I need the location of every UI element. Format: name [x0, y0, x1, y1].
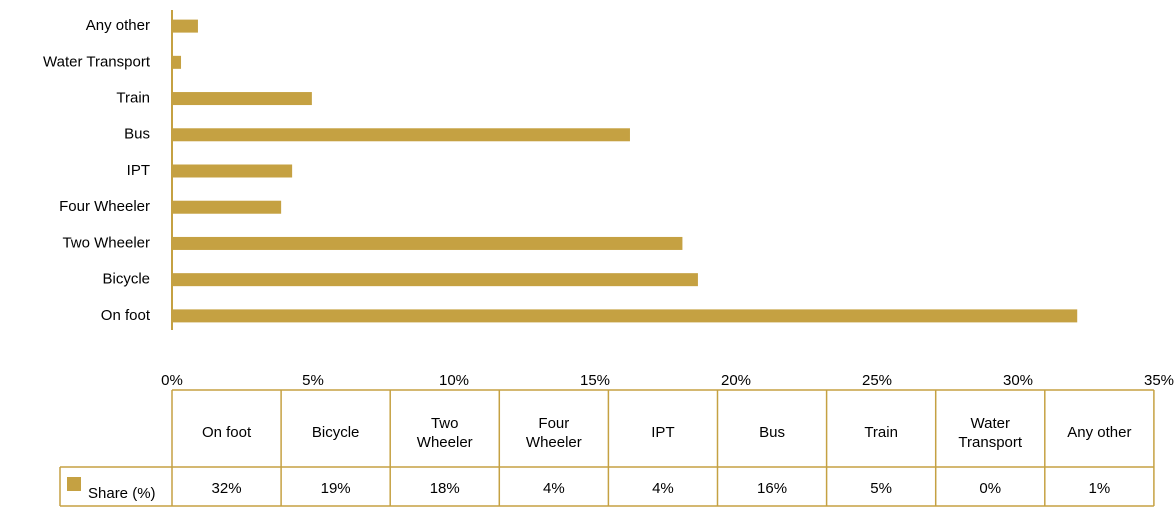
table-value: 0% — [979, 480, 1002, 497]
table-value: 16% — [757, 480, 788, 497]
y-tick-label: Water Transport — [43, 53, 151, 70]
table-value: 32% — [211, 480, 242, 497]
table-header: On foot — [201, 424, 252, 441]
y-tick-label: On foot — [101, 307, 151, 324]
table-value: 19% — [320, 480, 351, 497]
x-tick-label: 30% — [1003, 372, 1033, 389]
bar — [172, 128, 630, 142]
x-tick-label: 5% — [302, 372, 324, 389]
y-tick-label: Any other — [86, 17, 150, 34]
legend-swatch — [67, 477, 81, 491]
y-tick-label: IPT — [127, 162, 150, 179]
table-header: Bus — [759, 424, 785, 441]
x-tick-label: 15% — [580, 372, 610, 389]
bar — [172, 236, 683, 250]
table-header: Bicycle — [311, 424, 360, 441]
y-tick-label: Train — [116, 90, 150, 107]
x-tick-label: 20% — [721, 372, 751, 389]
legend-label: Share (%) — [88, 485, 156, 502]
table-value: 4% — [543, 480, 565, 497]
table-value: 18% — [429, 480, 460, 497]
bar — [172, 273, 698, 287]
y-tick-label: Bus — [124, 126, 150, 143]
x-tick-label: 25% — [862, 372, 892, 389]
bar — [172, 19, 198, 33]
table-header: Two Wheeler — [416, 414, 473, 451]
table-header: IPT — [651, 424, 675, 441]
table-value: 5% — [870, 480, 892, 497]
y-tick-label: Bicycle — [102, 271, 150, 288]
table-header: Four Wheeler — [525, 414, 582, 451]
table-value: 1% — [1088, 480, 1111, 497]
table-header: Any other — [1067, 424, 1132, 441]
bar — [172, 164, 293, 178]
y-tick-label: Four Wheeler — [59, 198, 150, 215]
x-tick-label: 35% — [1144, 372, 1174, 389]
bar — [172, 200, 282, 214]
x-tick-label: 10% — [439, 372, 469, 389]
table-header: Water Transport — [958, 414, 1023, 451]
x-tick-label: 0% — [161, 372, 183, 389]
bar — [172, 55, 182, 69]
table-header: Train — [864, 424, 898, 441]
bar — [172, 309, 1078, 323]
y-tick-label: Two Wheeler — [62, 234, 150, 251]
table-value: 4% — [652, 480, 674, 497]
bar — [172, 92, 312, 106]
